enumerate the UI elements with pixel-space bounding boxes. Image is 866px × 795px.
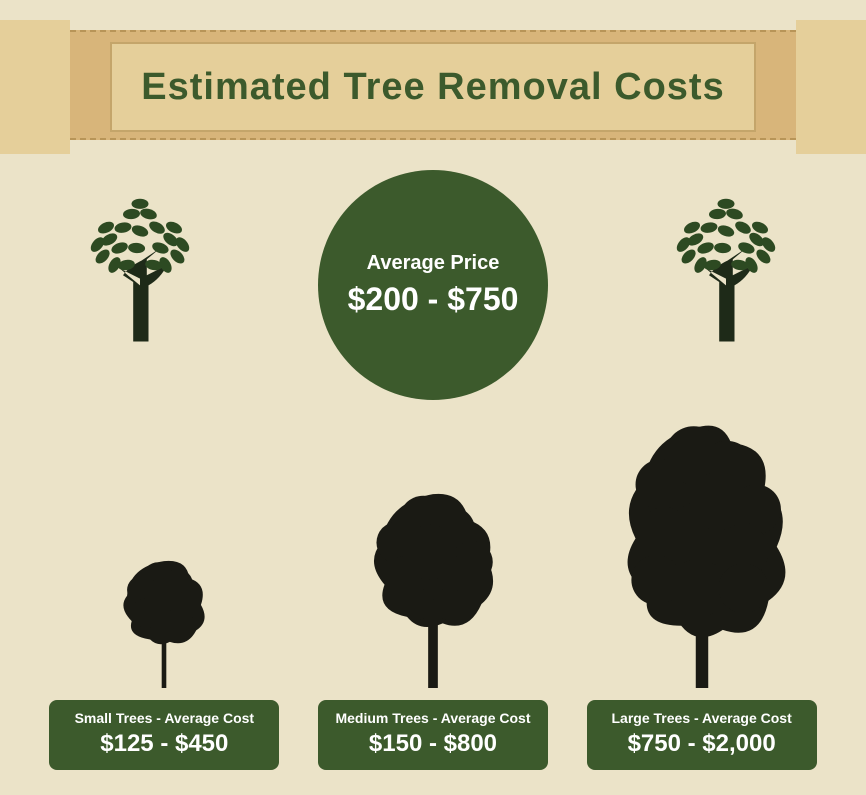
cost-range: $125 - $450 xyxy=(65,730,263,758)
medium-tree-silhouette-icon xyxy=(352,418,514,688)
small-tree-column: Small Trees - Average Cost $125 - $450 xyxy=(34,418,294,770)
header-band: Estimated Tree Removal Costs xyxy=(0,30,866,140)
cost-pill: Large Trees - Average Cost $750 - $2,000 xyxy=(587,700,817,770)
top-icons-row: Average Price $200 - $750 xyxy=(0,180,866,400)
page-title: Estimated Tree Removal Costs xyxy=(141,66,724,109)
average-price-circle: Average Price $200 - $750 xyxy=(318,170,548,400)
small-tree-silhouette-icon xyxy=(106,418,222,688)
average-price-range: $200 - $750 xyxy=(348,281,519,318)
average-price-label: Average Price xyxy=(367,252,500,275)
large-tree-column: Large Trees - Average Cost $750 - $2,000 xyxy=(572,418,832,770)
decorative-tree-icon xyxy=(55,180,225,355)
decorative-tree-icon xyxy=(641,180,811,355)
cost-label: Medium Trees - Average Cost xyxy=(334,710,532,726)
cost-label: Large Trees - Average Cost xyxy=(603,710,801,726)
header-tab-left xyxy=(0,20,70,154)
large-tree-silhouette-icon xyxy=(598,418,806,688)
header-tab-right xyxy=(796,20,866,154)
medium-tree-column: Medium Trees - Average Cost $150 - $800 xyxy=(303,418,563,770)
title-box: Estimated Tree Removal Costs xyxy=(110,42,756,132)
cost-pill: Medium Trees - Average Cost $150 - $800 xyxy=(318,700,548,770)
cost-pill: Small Trees - Average Cost $125 - $450 xyxy=(49,700,279,770)
cost-range: $150 - $800 xyxy=(334,730,532,758)
cost-range: $750 - $2,000 xyxy=(603,730,801,758)
tree-size-row: Small Trees - Average Cost $125 - $450 M… xyxy=(0,418,866,770)
cost-label: Small Trees - Average Cost xyxy=(65,710,263,726)
